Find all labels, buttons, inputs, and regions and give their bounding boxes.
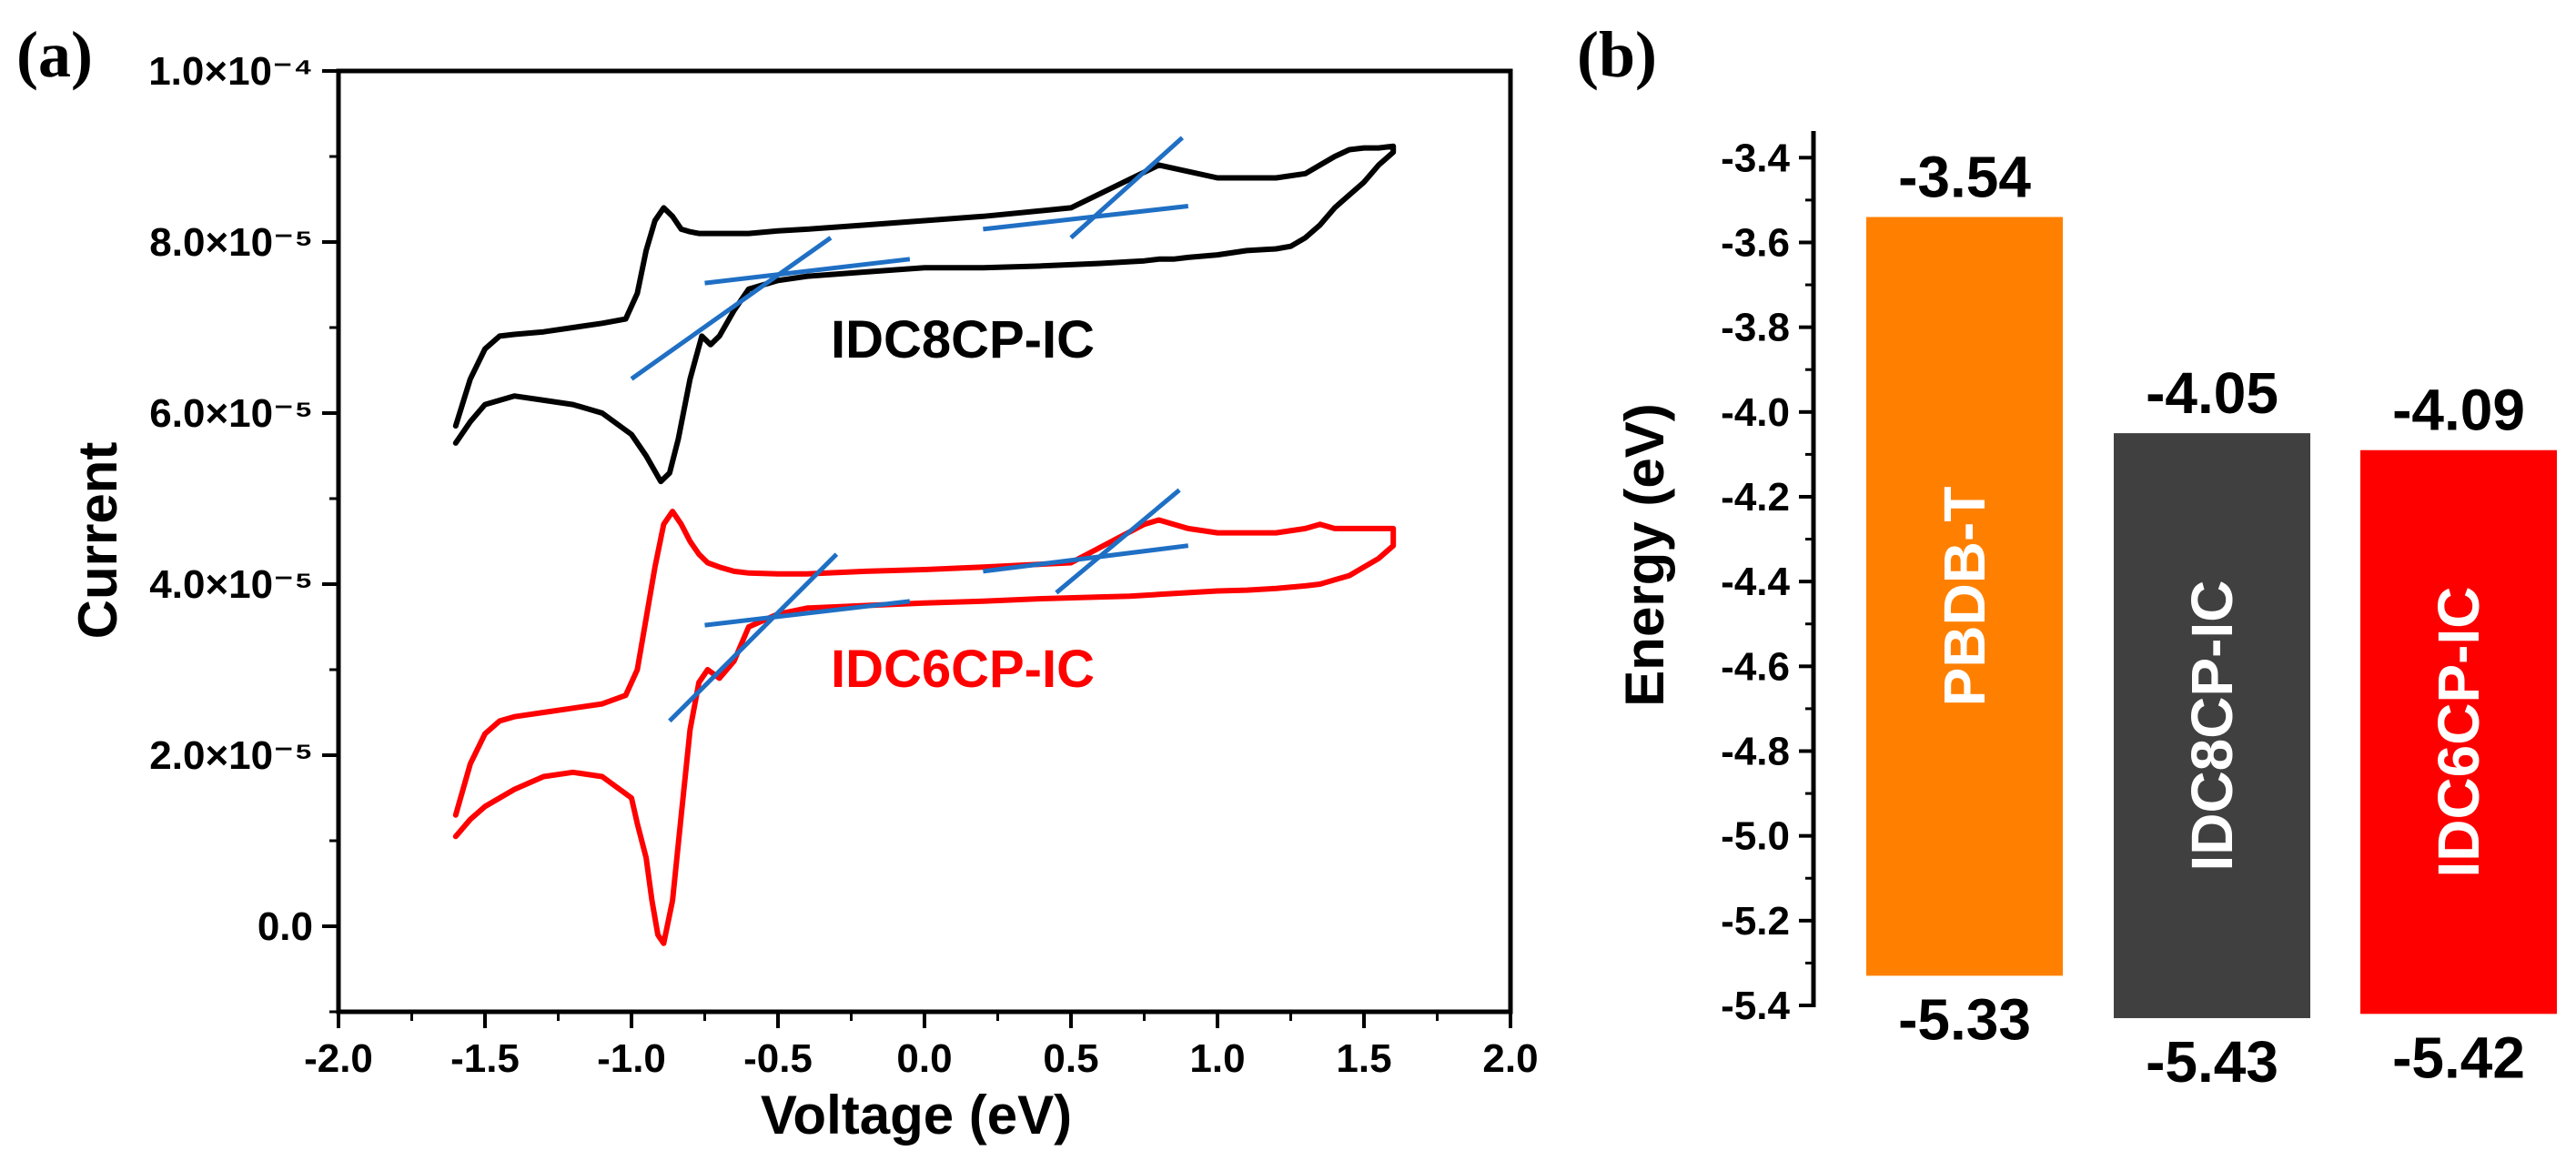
cv-x-tick-label-5: 0.5 <box>1043 1036 1098 1081</box>
cv-y-tick-label-3: 6.0×10⁻⁵ <box>149 391 313 436</box>
tangent-line-4 <box>668 552 839 723</box>
energy-y-tick-label-8: -5.0 <box>1721 814 1790 859</box>
homo-value-label-2: -5.42 <box>2392 1025 2525 1090</box>
energy-bar-2 <box>2360 449 2557 1015</box>
cv-y-tick-label-0: 0.0 <box>258 904 313 949</box>
panel-label-b: (b) <box>1577 18 1657 91</box>
cv-series-label-1: IDC6CP-IC <box>831 640 1095 699</box>
tangent-line-1 <box>704 257 911 286</box>
cv-y-tick-label-4: 8.0×10⁻⁵ <box>149 220 313 265</box>
energy-y-tick-label-2: -3.8 <box>1721 306 1790 350</box>
tangent-line-6 <box>983 543 1189 574</box>
cv-x-tick-label-3: -0.5 <box>743 1036 813 1081</box>
lumo-value-label-1: -4.05 <box>2146 360 2278 426</box>
tangent-line-2 <box>983 204 1189 232</box>
energy-bar-name-2: IDC6CP-IC <box>2426 587 2491 878</box>
cv-x-tick-label-2: -1.0 <box>597 1036 666 1081</box>
energy-y-tick-label-0: -3.4 <box>1721 136 1790 180</box>
cv-x-axis-title: Voltage (eV) <box>761 1085 1072 1146</box>
cv-y-axis-title: Current <box>67 442 128 640</box>
lumo-value-label-0: -3.54 <box>1898 145 2031 210</box>
lumo-value-label-2: -4.09 <box>2392 378 2525 443</box>
panel-label-a: (a) <box>16 18 93 91</box>
energy-bar-0 <box>1866 217 2063 976</box>
tangent-line-5 <box>704 599 911 628</box>
energy-bar-name-1: IDC8CP-IC <box>2179 580 2245 872</box>
cv-x-tick-label-6: 1.0 <box>1189 1036 1245 1081</box>
energy-y-tick-label-7: -4.8 <box>1721 729 1790 773</box>
tangent-line-7 <box>1055 488 1181 595</box>
cv-x-tick-label-1: -1.5 <box>450 1036 520 1081</box>
energy-y-axis-title: Energy (eV) <box>1614 403 1675 706</box>
cv-series-line-0 <box>452 143 1397 485</box>
energy-y-tick-label-5: -4.4 <box>1721 560 1790 604</box>
cv-series-line-1 <box>452 509 1397 946</box>
energy-bar-name-0: PBDB-T <box>1932 487 1997 707</box>
cv-x-tick-label-4: 0.0 <box>896 1036 952 1081</box>
cv-plot-frame <box>336 68 1513 1015</box>
energy-bar-1 <box>2114 433 2310 1018</box>
cv-y-tick-label-1: 2.0×10⁻⁵ <box>149 733 313 778</box>
tangent-line-3 <box>1069 136 1185 240</box>
energy-y-tick-label-9: -5.2 <box>1721 899 1790 944</box>
tangent-line-0 <box>630 236 833 381</box>
cv-y-tick-label-5: 1.0×10⁻⁴ <box>148 49 313 94</box>
cv-y-tick-label-2: 4.0×10⁻⁵ <box>149 562 313 607</box>
cv-x-tick-label-0: -2.0 <box>304 1036 373 1081</box>
energy-y-tick-label-1: -3.6 <box>1721 220 1790 265</box>
energy-y-tick-label-6: -4.6 <box>1721 644 1790 689</box>
energy-y-tick-label-3: -4.0 <box>1721 390 1790 435</box>
cv-x-tick-label-7: 1.5 <box>1336 1036 1391 1081</box>
homo-value-label-0: -5.33 <box>1898 986 2031 1052</box>
energy-y-tick-label-10: -5.4 <box>1721 984 1790 1028</box>
cv-x-tick-label-8: 2.0 <box>1482 1036 1538 1081</box>
energy-y-tick-label-4: -4.2 <box>1721 475 1790 520</box>
cv-series-label-0: IDC8CP-IC <box>831 310 1095 369</box>
energy-level-chart: Energy (eV) -3.4 -3.6 -3.8 -4.0 -4.2 -4.4 -4.6… <box>1614 131 2557 1095</box>
cv-chart: Voltage (eV) Current -2.0 -1.5 -1.0 -0.5 0.0… <box>67 49 1539 1146</box>
homo-value-label-1: -5.43 <box>2146 1029 2278 1095</box>
